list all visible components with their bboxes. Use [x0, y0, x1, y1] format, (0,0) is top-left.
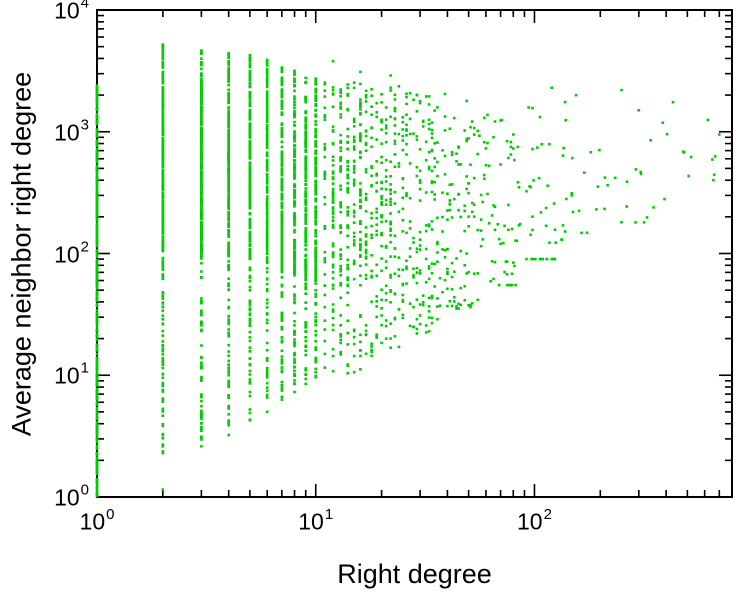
x-tick-label: 100: [79, 506, 115, 535]
y-tick-label: 101: [54, 359, 89, 389]
y-tick-label: 102: [54, 238, 89, 267]
x-tick-label: 101: [298, 506, 334, 535]
y-axis-title: Average neighbor right degree: [6, 71, 37, 436]
y-tick-label: 104: [54, 0, 89, 24]
y-tick-label: 100: [54, 481, 89, 511]
x-axis-title: Right degree: [337, 559, 492, 589]
y-tick-label: 103: [54, 116, 89, 146]
x-tick-label: 102: [516, 506, 552, 535]
